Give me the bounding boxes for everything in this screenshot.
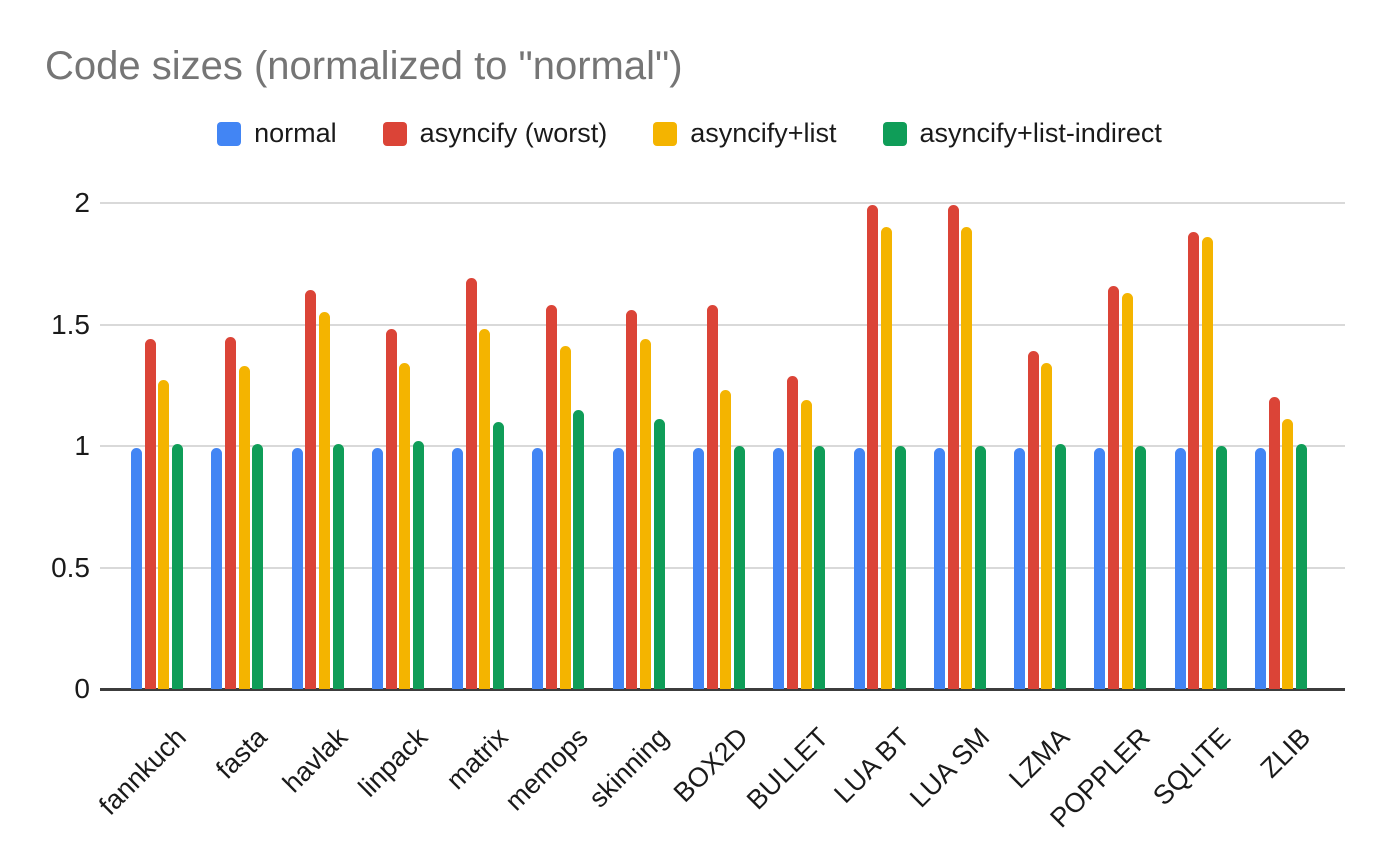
gridline: [100, 202, 1345, 204]
bar: [692, 448, 704, 689]
bar: [867, 205, 879, 689]
bar: [880, 227, 892, 689]
y-axis-tick-label: 1.5: [51, 308, 90, 340]
bar: [559, 346, 571, 689]
bar: [238, 365, 250, 689]
bar: [1174, 448, 1186, 689]
bar: [130, 448, 142, 689]
bar: [1027, 351, 1039, 689]
bar: [1268, 397, 1280, 689]
bar: [1055, 443, 1067, 689]
legend-item-normal: normal: [217, 118, 337, 149]
bar: [786, 375, 798, 689]
bar: [1282, 419, 1294, 689]
chart-title: Code sizes (normalized to "normal"): [45, 44, 683, 88]
bar: [734, 446, 745, 689]
y-axis-tick-label: 1: [74, 430, 90, 461]
bar: [1254, 448, 1266, 689]
legend-item-label: normal: [254, 118, 337, 148]
x-axis-tick-label: LUA SM: [903, 722, 996, 814]
gridline: [100, 323, 1345, 326]
x-axis-tick-label: BULLET: [741, 722, 835, 816]
bar: [933, 448, 945, 689]
bar: [800, 399, 812, 689]
bar: [853, 448, 865, 689]
legend-item-label: asyncify (worst): [419, 118, 608, 148]
bar: [144, 339, 156, 689]
x-axis-tick-label: LZMA: [1003, 722, 1076, 795]
bar: [894, 446, 906, 689]
legend: normal asyncify (worst) asyncify+list as…: [0, 118, 1379, 149]
x-axis-tick-label: LUA BT: [827, 722, 915, 810]
bar: [640, 339, 652, 689]
y-axis-tick-label: 0.5: [51, 551, 90, 583]
legend-item-asyncify-list-indirect: asyncify+list-indirect: [882, 118, 1162, 149]
bar: [1041, 363, 1053, 689]
legend-swatch-icon: [382, 121, 407, 146]
x-axis-tick-label: linpack: [352, 722, 434, 803]
bar: [158, 380, 170, 689]
bar: [305, 290, 317, 689]
bar: [1296, 443, 1307, 689]
bar: [224, 336, 236, 689]
legend-item-asyncify-worst: asyncify (worst): [382, 118, 608, 149]
x-axis-tick-label: havlak: [276, 722, 353, 799]
x-axis-tick-label: fannkuch: [93, 722, 193, 821]
x-axis-tick-label: fasta: [209, 722, 273, 785]
legend-item-label: asyncify+list-indirect: [919, 118, 1162, 148]
bar: [961, 227, 973, 689]
bar: [814, 446, 826, 689]
legend-swatch-icon: [882, 121, 907, 146]
bar: [1108, 285, 1120, 689]
x-axis-tick-label: skinning: [582, 722, 674, 814]
bar: [493, 421, 505, 689]
bar: [371, 448, 383, 689]
bar: [720, 390, 732, 689]
bar: [626, 309, 638, 689]
bar: [412, 441, 424, 689]
bar: [452, 448, 464, 689]
x-axis-tick-label: matrix: [440, 722, 514, 796]
bar: [465, 278, 477, 689]
bar: [1135, 446, 1147, 689]
bar: [573, 409, 585, 689]
x-axis-line: [100, 688, 1345, 691]
bar: [1202, 237, 1214, 689]
x-axis-tick-label: SQLITE: [1146, 722, 1236, 812]
bar: [546, 305, 558, 689]
x-axis-tick-label: memops: [499, 722, 594, 817]
bar: [211, 448, 223, 689]
bar: [1188, 232, 1200, 689]
x-axis-tick-label: ZLIB: [1254, 722, 1317, 784]
bar: [947, 205, 959, 689]
bar: [1094, 448, 1106, 689]
legend-swatch-icon: [653, 121, 678, 146]
bar: [479, 329, 491, 689]
bar: [318, 312, 330, 689]
bar: [291, 448, 303, 689]
legend-swatch-icon: [217, 121, 242, 146]
legend-item-asyncify-list: asyncify+list: [653, 118, 837, 149]
bar: [773, 448, 785, 689]
bar: [252, 443, 264, 689]
legend-item-label: asyncify+list: [690, 118, 837, 148]
bar: [172, 443, 183, 689]
bar: [1014, 448, 1026, 689]
bar: [706, 305, 718, 689]
bar: [532, 448, 544, 689]
bar: [1121, 292, 1133, 689]
bar: [612, 448, 624, 689]
bar: [1215, 446, 1227, 689]
bar: [332, 443, 344, 689]
bar: [974, 446, 986, 689]
bar: [653, 419, 665, 689]
bar: [399, 363, 411, 689]
y-axis-tick-label: 2: [74, 187, 90, 218]
bar: [385, 329, 397, 689]
y-axis-tick-label: 0: [74, 673, 90, 704]
